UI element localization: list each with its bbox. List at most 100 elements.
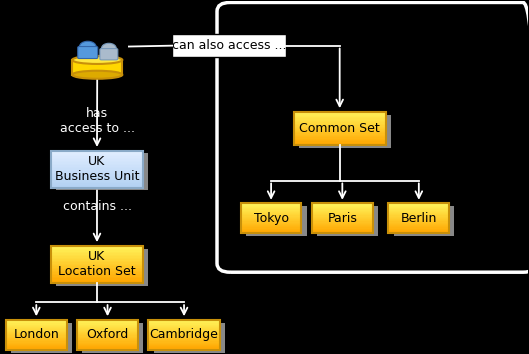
Bar (149, 341, 220, 343)
Bar (312, 229, 372, 230)
Bar (51, 246, 143, 247)
Bar (312, 204, 372, 233)
Bar (149, 320, 220, 321)
Bar (312, 212, 372, 213)
Bar (6, 322, 67, 324)
Bar (312, 206, 372, 207)
Bar (6, 320, 67, 321)
Bar (6, 320, 67, 350)
Bar (51, 250, 143, 252)
Bar (312, 210, 372, 211)
Bar (51, 281, 143, 283)
Bar (312, 217, 372, 218)
Text: has
access to ...: has access to ... (60, 107, 135, 135)
Bar (149, 326, 220, 327)
Bar (294, 114, 386, 116)
Bar (77, 338, 138, 339)
Bar (312, 214, 372, 216)
Bar (294, 120, 386, 121)
Bar (77, 346, 138, 347)
Bar (312, 230, 372, 231)
Bar (394, 206, 454, 236)
Bar (51, 267, 143, 268)
Bar (149, 330, 220, 331)
Bar (388, 212, 449, 213)
Bar (294, 121, 386, 122)
Text: UK
Location Set: UK Location Set (58, 250, 136, 278)
Bar (51, 173, 143, 174)
Bar (312, 211, 372, 212)
Bar (51, 162, 143, 164)
Bar (294, 119, 386, 120)
Bar (6, 327, 67, 328)
Bar (6, 347, 67, 349)
Text: Berlin: Berlin (400, 212, 437, 225)
Bar (149, 349, 220, 350)
Bar (149, 344, 220, 345)
Bar (77, 328, 138, 330)
Bar (77, 341, 138, 343)
Bar (388, 222, 449, 223)
Bar (6, 331, 67, 332)
Bar (51, 255, 143, 256)
Bar (149, 334, 220, 335)
Bar (388, 220, 449, 222)
Bar (312, 208, 372, 210)
Bar (77, 330, 138, 331)
Bar (294, 141, 386, 143)
Bar (77, 331, 138, 332)
Bar (294, 117, 386, 119)
Bar (51, 170, 143, 171)
Bar (294, 124, 386, 125)
Bar (294, 122, 386, 124)
Bar (149, 347, 220, 349)
Bar (388, 231, 449, 232)
Bar (56, 249, 149, 286)
Bar (77, 322, 138, 324)
Bar (241, 226, 302, 227)
Bar (77, 334, 138, 335)
Bar (51, 263, 143, 265)
Bar (312, 222, 372, 223)
Bar (6, 337, 67, 338)
Bar (241, 204, 302, 233)
Bar (51, 262, 143, 263)
Bar (51, 275, 143, 277)
Bar (51, 154, 143, 155)
Bar (149, 332, 220, 333)
Bar (312, 204, 372, 205)
Bar (388, 204, 449, 205)
Bar (312, 207, 372, 208)
Bar (149, 339, 220, 340)
Bar (51, 268, 143, 269)
Bar (241, 217, 302, 218)
Bar (388, 217, 449, 218)
Bar (149, 324, 220, 325)
Bar (388, 227, 449, 229)
Bar (241, 222, 302, 223)
Bar (51, 164, 143, 165)
Bar (388, 213, 449, 214)
Bar (6, 340, 67, 341)
Bar (241, 204, 302, 205)
Bar (149, 345, 220, 346)
Bar (312, 227, 372, 229)
Bar (51, 259, 143, 261)
Bar (294, 112, 386, 145)
Bar (77, 349, 138, 350)
Bar (241, 213, 302, 214)
Bar (6, 341, 67, 343)
Bar (241, 206, 302, 207)
Bar (299, 115, 391, 148)
Bar (294, 126, 386, 128)
Bar (51, 246, 143, 283)
Bar (388, 218, 449, 219)
Bar (312, 218, 372, 219)
Bar (6, 330, 67, 331)
Text: UK
Business Unit: UK Business Unit (54, 155, 139, 183)
Bar (388, 207, 449, 208)
Bar (51, 186, 143, 188)
Bar (77, 335, 138, 337)
Bar (241, 230, 302, 231)
Ellipse shape (72, 56, 122, 64)
